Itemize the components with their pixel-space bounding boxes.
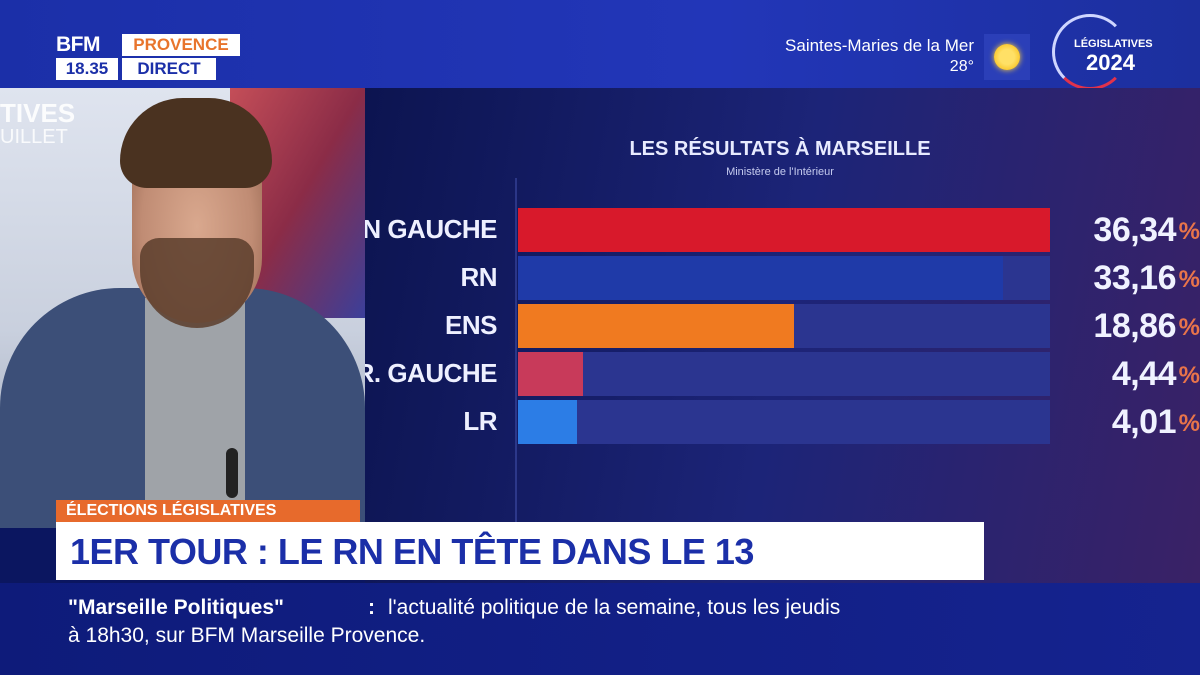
weather-temperature: 28° <box>949 58 974 75</box>
studio-video: TIVES UILLET <box>0 88 365 528</box>
section-tag: ÉLECTIONS LÉGISLATIVES <box>56 500 360 522</box>
ticker-show-name: "Marseille Politiques" <box>68 596 284 619</box>
weather-city: Saintes-Maries de la Mer <box>785 36 974 55</box>
backdrop-text-sub: UILLET <box>0 126 68 148</box>
result-bar <box>518 208 1050 252</box>
election-badge: LÉGISLATIVES 2024 <box>1052 10 1153 90</box>
bar-track <box>518 256 1050 300</box>
live-badge: DIRECT <box>122 58 216 80</box>
result-row: LR 4,01% <box>365 400 1200 444</box>
ticker-separator: : <box>368 596 375 619</box>
ticker-text-line1: l'actualité politique de la semaine, tou… <box>388 596 841 619</box>
panel-divider <box>515 178 517 568</box>
headline-bar: 1ER TOUR : LE RN EN TÊTE DANS LE 13 <box>56 522 984 580</box>
percent-sign: % <box>1178 410 1200 437</box>
party-label: ON GAUCHE <box>365 214 498 244</box>
bar-track <box>518 304 1050 348</box>
result-row: ON GAUCHE 36,34% <box>365 208 1200 252</box>
presenter-beard <box>140 238 254 328</box>
result-value: 18,86 <box>1093 307 1176 345</box>
bar-track <box>518 400 1050 444</box>
result-value: 4,44 <box>1111 355 1177 393</box>
weather-icon-box <box>984 34 1030 80</box>
percent-sign: % <box>1178 362 1200 389</box>
presenter-hair <box>120 98 272 188</box>
percent-sign: % <box>1178 266 1200 293</box>
party-label: LR <box>463 406 497 436</box>
region-label: PROVENCE <box>122 34 240 56</box>
party-label: RN <box>460 262 497 292</box>
headline: 1ER TOUR : LE RN EN TÊTE DANS LE 13 <box>70 531 754 572</box>
result-bar <box>518 400 577 444</box>
result-value: 36,34 <box>1093 211 1176 249</box>
result-bar <box>518 352 583 396</box>
sun-icon <box>994 44 1020 70</box>
microphone-icon <box>226 448 238 498</box>
bar-track <box>518 208 1050 252</box>
results-panel: LES RÉSULTATS À MARSEILLE Ministère de l… <box>365 88 1200 583</box>
clock: 18.35 <box>56 58 118 80</box>
result-bar <box>518 256 1003 300</box>
percent-sign: % <box>1178 314 1200 341</box>
top-bar: BFM PROVENCE 18.35 DIRECT Saintes-Maries… <box>0 0 1200 90</box>
badge-title: LÉGISLATIVES <box>1074 38 1153 50</box>
result-value: 4,01 <box>1111 403 1177 441</box>
result-row: RN 33,16% <box>365 256 1200 300</box>
results-source: Ministère de l'Intérieur <box>726 166 834 178</box>
percent-sign: % <box>1178 218 1200 245</box>
result-bar <box>518 304 794 348</box>
news-ticker: "Marseille Politiques" : l'actualité pol… <box>0 583 1200 675</box>
bar-track <box>518 352 1050 396</box>
party-label: TR. GAUCHE <box>365 358 497 388</box>
result-value: 33,16 <box>1093 259 1176 297</box>
channel-logo: BFM <box>56 33 101 56</box>
result-row: TR. GAUCHE 4,44% <box>365 352 1200 396</box>
party-label: ENS <box>445 310 497 340</box>
results-title: LES RÉSULTATS À MARSEILLE <box>629 138 931 160</box>
ticker-text-line2: à 18h30, sur BFM Marseille Provence. <box>68 624 426 647</box>
result-row: ENS 18,86% <box>365 304 1200 348</box>
backdrop-text: TIVES <box>0 98 76 128</box>
badge-year: 2024 <box>1086 50 1135 75</box>
